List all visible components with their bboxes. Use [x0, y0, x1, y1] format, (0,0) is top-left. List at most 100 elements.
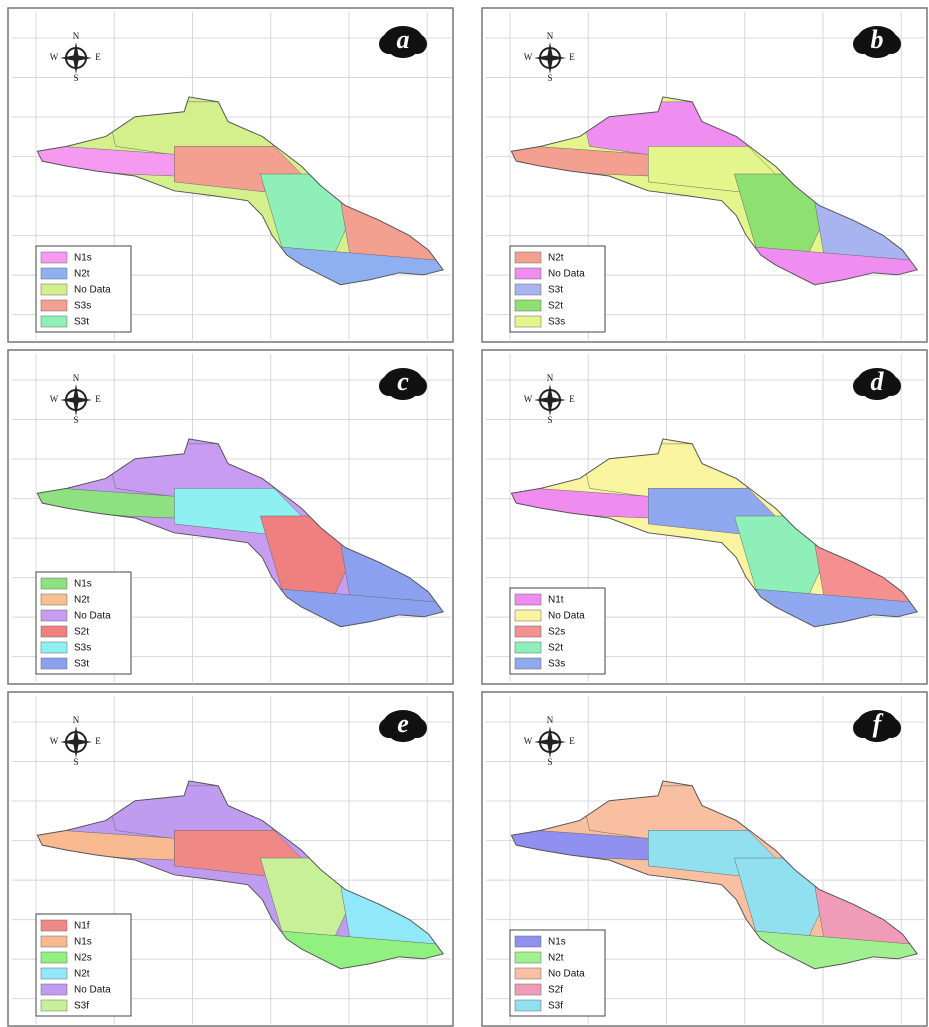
legend-swatch: [41, 578, 67, 589]
legend-swatch: [41, 626, 67, 637]
legend-swatch: [515, 300, 541, 311]
compass-n: N: [547, 31, 554, 41]
compass-n: N: [547, 715, 554, 725]
legend-swatch: [515, 316, 541, 327]
legend-swatch: [515, 952, 541, 963]
legend-swatch: [515, 984, 541, 995]
legend-label: S2s: [548, 627, 565, 638]
legend-label: S3f: [74, 1001, 89, 1012]
compass-e: E: [569, 394, 575, 404]
compass-n: N: [73, 373, 80, 383]
legend-label: S2f: [548, 985, 563, 996]
legend-label: N2t: [548, 953, 564, 964]
legend-swatch: [515, 968, 541, 979]
legend-label: S3s: [548, 317, 565, 328]
legend-swatch: [515, 594, 541, 605]
panel-label: b: [871, 25, 884, 54]
legend-swatch: [41, 968, 67, 979]
legend-swatch: [41, 268, 67, 279]
compass-s: S: [547, 415, 552, 425]
legend-label: S3s: [548, 659, 565, 670]
map-panel: N S E Wb N2t No Data S3t S2t S3s: [482, 8, 927, 342]
map-panel: N S E Wd N1t No Data S2s S2t S3s: [482, 350, 927, 684]
legend-swatch: [41, 300, 67, 311]
compass-e: E: [95, 736, 101, 746]
compass-e: E: [95, 394, 101, 404]
compass-s: S: [547, 73, 552, 83]
compass-w: W: [50, 52, 59, 62]
figure: N S E Wa N1s N2t No Data S3s S3t N S E Wb N2t No Data S…: [0, 0, 929, 1027]
panel-label: c: [397, 367, 409, 396]
legend-label: No Data: [74, 985, 111, 996]
legend-swatch: [515, 1000, 541, 1011]
compass-w: W: [524, 736, 533, 746]
compass-n: N: [547, 373, 554, 383]
legend-label: N2t: [74, 595, 90, 606]
legend-swatch: [41, 316, 67, 327]
legend-label: N1f: [74, 921, 90, 932]
compass-e: E: [569, 52, 575, 62]
legend-label: N2t: [74, 969, 90, 980]
compass-n: N: [73, 31, 80, 41]
legend-swatch: [515, 610, 541, 621]
compass-e: E: [569, 736, 575, 746]
map-panel: N S E Wa N1s N2t No Data S3s S3t: [8, 8, 453, 342]
compass-s: S: [547, 757, 552, 767]
legend-swatch: [515, 284, 541, 295]
legend-label: No Data: [548, 269, 585, 280]
map-panel: N S E We N1f N1s N2s N2t No Data S3f: [8, 692, 453, 1026]
compass-w: W: [524, 394, 533, 404]
legend-swatch: [515, 658, 541, 669]
legend-swatch: [515, 642, 541, 653]
legend-label: No Data: [548, 969, 585, 980]
legend-swatch: [41, 920, 67, 931]
legend-swatch: [41, 252, 67, 263]
legend-label: S3s: [74, 643, 91, 654]
legend-label: S3t: [74, 659, 89, 670]
legend-label: S2t: [74, 627, 89, 638]
compass-s: S: [73, 415, 78, 425]
map-panel: N S E Wc N1s N2t No Data S2t S3s S3t: [8, 350, 453, 684]
legend-swatch: [41, 594, 67, 605]
panel-label: e: [397, 709, 409, 738]
legend-swatch: [41, 984, 67, 995]
compass-s: S: [73, 73, 78, 83]
legend-swatch: [41, 936, 67, 947]
legend-swatch: [515, 268, 541, 279]
legend-label: N1s: [74, 937, 92, 948]
legend-label: S3t: [74, 317, 89, 328]
legend-swatch: [515, 252, 541, 263]
legend-label: N2t: [74, 269, 90, 280]
legend-label: S3s: [74, 301, 91, 312]
legend-swatch: [41, 642, 67, 653]
legend-label: N1s: [74, 253, 92, 264]
legend-label: S2t: [548, 301, 563, 312]
compass-s: S: [73, 757, 78, 767]
legend-label: N1s: [548, 937, 566, 948]
legend-swatch: [41, 952, 67, 963]
legend-swatch: [41, 658, 67, 669]
panel-label: a: [397, 25, 410, 54]
legend-label: No Data: [548, 611, 585, 622]
legend-swatch: [41, 1000, 67, 1011]
legend-swatch: [41, 610, 67, 621]
legend-label: S2t: [548, 643, 563, 654]
compass-w: W: [524, 52, 533, 62]
legend-swatch: [41, 284, 67, 295]
legend-label: N2t: [548, 253, 564, 264]
legend-label: N1t: [548, 595, 564, 606]
legend-label: N1s: [74, 579, 92, 590]
compass-n: N: [73, 715, 80, 725]
legend-label: S3t: [548, 285, 563, 296]
compass-e: E: [95, 52, 101, 62]
legend-label: N2s: [74, 953, 92, 964]
legend-label: No Data: [74, 611, 111, 622]
legend-swatch: [515, 936, 541, 947]
legend-swatch: [515, 626, 541, 637]
legend-label: No Data: [74, 285, 111, 296]
panel-label: d: [871, 367, 885, 396]
compass-w: W: [50, 394, 59, 404]
compass-w: W: [50, 736, 59, 746]
legend-label: S3f: [548, 1001, 563, 1012]
